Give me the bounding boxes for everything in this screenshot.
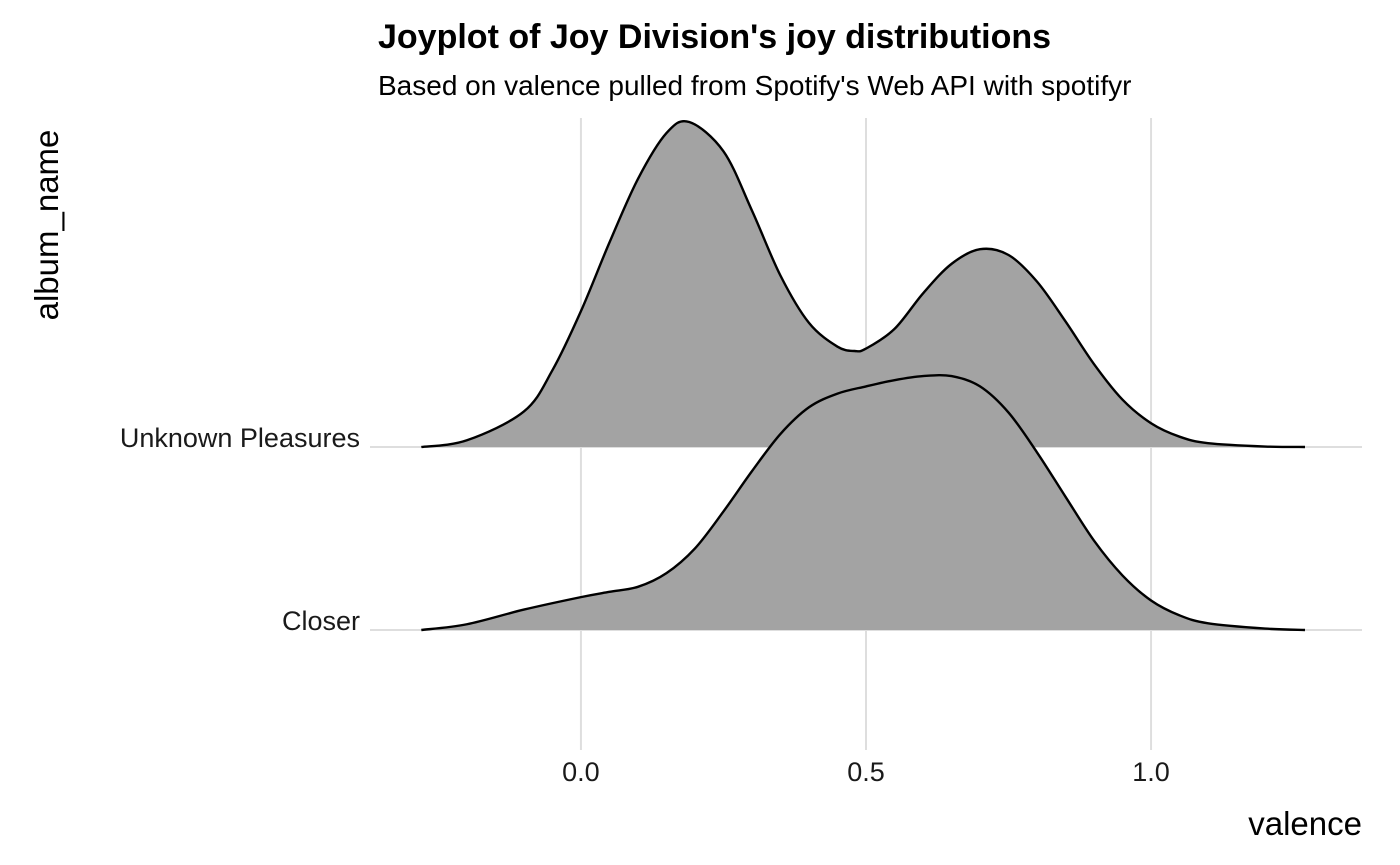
ridge-line-closer bbox=[421, 373, 1306, 632]
y-axis-label: album_name bbox=[28, 130, 65, 321]
y-tick-label: Closer bbox=[282, 606, 360, 636]
x-tick-label: 0.5 bbox=[847, 757, 885, 787]
ridge-fill-unknown-pleasures bbox=[421, 121, 1305, 448]
ridge-fill-closer bbox=[421, 375, 1305, 630]
chart-subtitle: Based on valence pulled from Spotify's W… bbox=[378, 70, 1131, 101]
chart-title: Joyplot of Joy Division's joy distributi… bbox=[378, 18, 1051, 56]
density-ridges bbox=[421, 119, 1306, 632]
x-axis-label: valence bbox=[1248, 805, 1362, 842]
axis-ticks: 0.0 0.5 1.0 Closer Unknown Pleasures bbox=[120, 423, 1170, 787]
ridge-line-unknown-pleasures bbox=[421, 119, 1306, 449]
y-tick-label: Unknown Pleasures bbox=[120, 423, 360, 453]
x-tick-label: 1.0 bbox=[1132, 757, 1170, 787]
x-tick-label: 0.0 bbox=[562, 757, 600, 787]
